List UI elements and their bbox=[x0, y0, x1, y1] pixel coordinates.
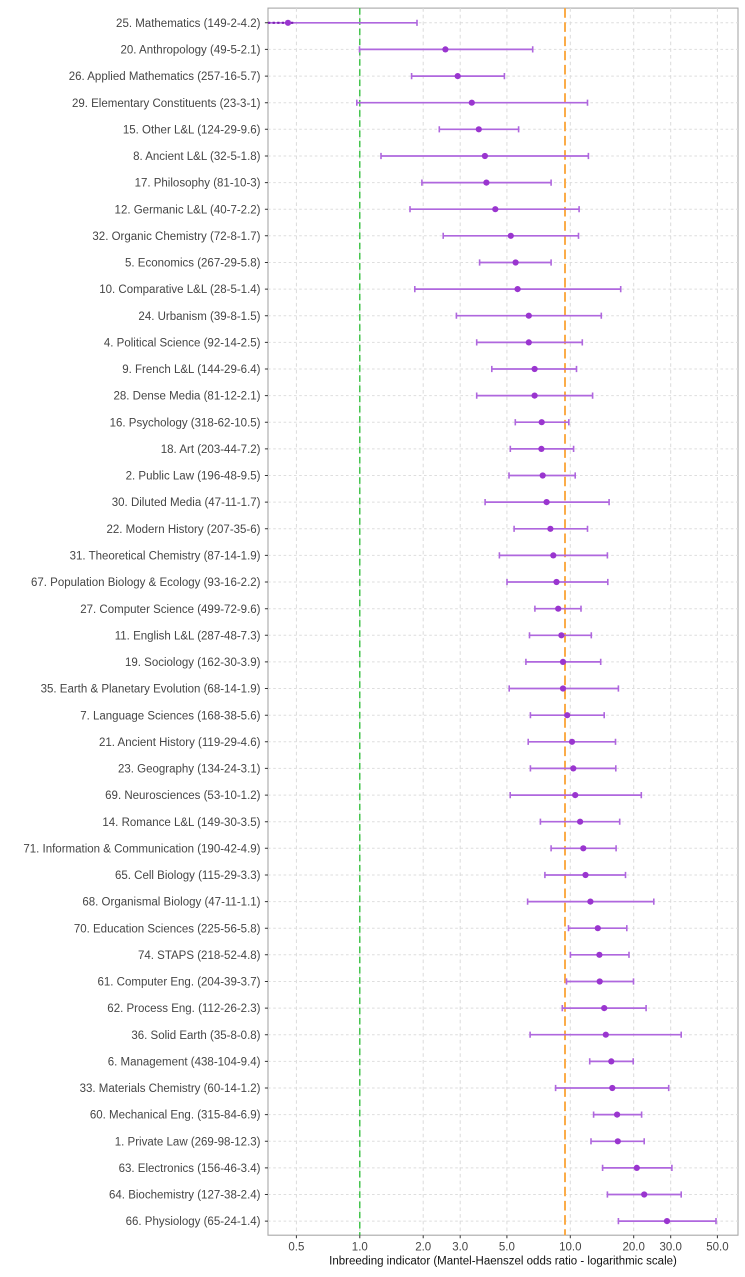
svg-text:30.0: 30.0 bbox=[660, 1242, 682, 1254]
svg-text:26. Applied Mathematics (257-1: 26. Applied Mathematics (257-16-5.7) bbox=[69, 71, 261, 83]
svg-text:9. French L&L (144-29-6.4): 9. French L&L (144-29-6.4) bbox=[122, 364, 260, 376]
svg-text:65. Cell Biology (115-29-3.3): 65. Cell Biology (115-29-3.3) bbox=[115, 870, 261, 882]
svg-text:5.0: 5.0 bbox=[499, 1242, 515, 1254]
svg-text:6. Management (438-104-9.4): 6. Management (438-104-9.4) bbox=[108, 1057, 261, 1069]
svg-text:8. Ancient L&L (32-5-1.8): 8. Ancient L&L (32-5-1.8) bbox=[133, 151, 261, 163]
svg-text:10.0: 10.0 bbox=[559, 1242, 581, 1254]
svg-text:50.0: 50.0 bbox=[706, 1242, 728, 1254]
svg-text:3.0: 3.0 bbox=[452, 1242, 468, 1254]
svg-text:30. Diluted Media (47-11-1.7): 30. Diluted Media (47-11-1.7) bbox=[112, 497, 261, 509]
svg-text:67. Population Biology & Ecolo: 67. Population Biology & Ecology (93-16-… bbox=[31, 577, 261, 589]
svg-text:16. Psychology (318-62-10.5): 16. Psychology (318-62-10.5) bbox=[110, 417, 261, 429]
svg-text:23. Geography (134-24-3.1): 23. Geography (134-24-3.1) bbox=[118, 764, 261, 776]
svg-text:36. Solid Earth (35-8-0.8): 36. Solid Earth (35-8-0.8) bbox=[131, 1030, 260, 1042]
svg-text:24. Urbanism (39-8-1.5): 24. Urbanism (39-8-1.5) bbox=[138, 311, 260, 323]
svg-text:63. Electronics (156-46-3.4): 63. Electronics (156-46-3.4) bbox=[119, 1163, 261, 1175]
svg-text:19. Sociology (162-30-3.9): 19. Sociology (162-30-3.9) bbox=[125, 657, 261, 669]
svg-text:33. Materials Chemistry (60-14: 33. Materials Chemistry (60-14-1.2) bbox=[80, 1083, 261, 1095]
svg-text:17. Philosophy (81-10-3): 17. Philosophy (81-10-3) bbox=[135, 178, 261, 190]
svg-text:10. Comparative L&L (28-5-1.4): 10. Comparative L&L (28-5-1.4) bbox=[99, 284, 260, 296]
svg-text:68. Organismal Biology (47-11-: 68. Organismal Biology (47-11-1.1) bbox=[82, 897, 260, 909]
svg-text:21. Ancient History (119-29-4.: 21. Ancient History (119-29-4.6) bbox=[99, 737, 261, 749]
svg-text:32. Organic Chemistry (72-8-1.: 32. Organic Chemistry (72-8-1.7) bbox=[92, 231, 260, 243]
svg-text:12. Germanic L&L (40-7-2.2): 12. Germanic L&L (40-7-2.2) bbox=[115, 204, 261, 216]
svg-text:29. Elementary Constituents (2: 29. Elementary Constituents (23-3-1) bbox=[72, 98, 261, 110]
svg-text:62. Process Eng. (112-26-2.3): 62. Process Eng. (112-26-2.3) bbox=[107, 1003, 260, 1015]
svg-text:35. Earth & Planetary Evolutio: 35. Earth & Planetary Evolution (68-14-1… bbox=[41, 684, 261, 696]
svg-text:Inbreeding indicator (Mantel-H: Inbreeding indicator (Mantel-Haenszel od… bbox=[329, 1256, 677, 1268]
svg-text:7. Language Sciences (168-38-5: 7. Language Sciences (168-38-5.6) bbox=[80, 710, 260, 722]
svg-text:2. Public Law (196-48-9.5): 2. Public Law (196-48-9.5) bbox=[126, 471, 261, 483]
svg-text:31. Theoretical Chemistry (87-: 31. Theoretical Chemistry (87-14-1.9) bbox=[70, 551, 261, 563]
svg-text:22. Modern History (207-35-6): 22. Modern History (207-35-6) bbox=[106, 524, 260, 536]
svg-text:60. Mechanical Eng. (315-84-6.: 60. Mechanical Eng. (315-84-6.9) bbox=[90, 1110, 261, 1122]
svg-text:4. Political Science (92-14-2.: 4. Political Science (92-14-2.5) bbox=[104, 338, 261, 350]
svg-text:1. Private Law (269-98-12.3): 1. Private Law (269-98-12.3) bbox=[115, 1136, 261, 1148]
svg-text:14. Romance L&L (149-30-3.5): 14. Romance L&L (149-30-3.5) bbox=[102, 817, 260, 829]
svg-text:5. Economics (267-29-5.8): 5. Economics (267-29-5.8) bbox=[125, 258, 261, 270]
svg-text:1.0: 1.0 bbox=[352, 1242, 368, 1254]
svg-text:11. English L&L (287-48-7.3): 11. English L&L (287-48-7.3) bbox=[115, 630, 261, 642]
svg-text:15. Other L&L (124-29-9.6): 15. Other L&L (124-29-9.6) bbox=[123, 124, 261, 136]
svg-text:20.0: 20.0 bbox=[623, 1242, 645, 1254]
svg-text:18. Art (203-44-7.2): 18. Art (203-44-7.2) bbox=[161, 444, 261, 456]
svg-text:20. Anthropology (49-5-2.1): 20. Anthropology (49-5-2.1) bbox=[120, 45, 260, 57]
svg-text:2.0: 2.0 bbox=[415, 1242, 431, 1254]
svg-text:27. Computer Science (499-72-9: 27. Computer Science (499-72-9.6) bbox=[80, 604, 260, 616]
svg-text:25. Mathematics (149-2-4.2): 25. Mathematics (149-2-4.2) bbox=[116, 18, 261, 30]
svg-text:70. Education Sciences (225-56: 70. Education Sciences (225-56-5.8) bbox=[74, 923, 261, 935]
svg-text:71. Information & Communicatio: 71. Information & Communication (190-42-… bbox=[23, 843, 260, 855]
svg-text:66. Physiology (65-24-1.4): 66. Physiology (65-24-1.4) bbox=[126, 1216, 261, 1228]
svg-text:69. Neurosciences (53-10-1.2): 69. Neurosciences (53-10-1.2) bbox=[105, 790, 260, 802]
svg-text:74. STAPS (218-52-4.8): 74. STAPS (218-52-4.8) bbox=[138, 950, 261, 962]
svg-text:61. Computer Eng. (204-39-3.7): 61. Computer Eng. (204-39-3.7) bbox=[97, 977, 260, 989]
svg-text:28. Dense Media (81-12-2.1): 28. Dense Media (81-12-2.1) bbox=[113, 391, 260, 403]
svg-text:64. Biochemistry (127-38-2.4): 64. Biochemistry (127-38-2.4) bbox=[109, 1190, 261, 1202]
svg-text:0.5: 0.5 bbox=[288, 1242, 304, 1254]
